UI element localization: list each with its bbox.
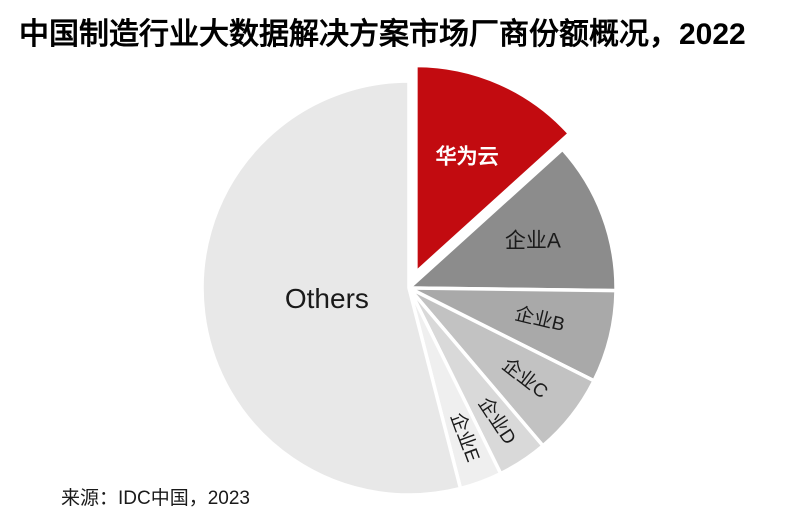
- pie-slice-others: [200, 79, 463, 497]
- pie-label-huawei-cloud: 华为云: [436, 145, 499, 169]
- pie-label-company-a: 企业A: [505, 230, 561, 253]
- pie-slice-company-a: [404, 146, 618, 293]
- pie-label-others: Others: [285, 283, 369, 314]
- pie-slice-huawei-cloud: [414, 63, 572, 277]
- chart-title: 中国制造行业大数据解决方案市场厂商份额概况，2022: [19, 18, 746, 51]
- chart-source: 来源：IDC中国，2023: [61, 488, 250, 509]
